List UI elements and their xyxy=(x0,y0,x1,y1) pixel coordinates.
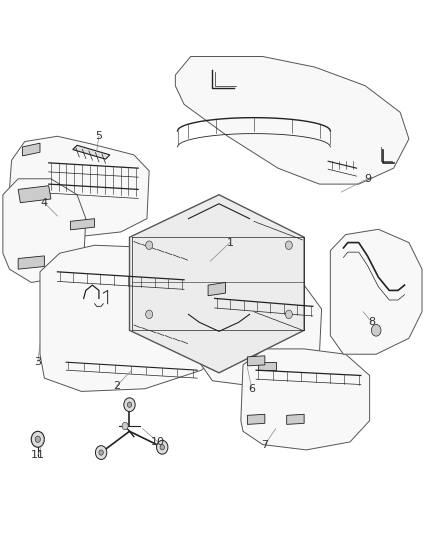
Text: 5: 5 xyxy=(95,131,102,141)
Circle shape xyxy=(122,422,128,430)
Polygon shape xyxy=(175,56,409,184)
Circle shape xyxy=(146,241,152,249)
Text: 9: 9 xyxy=(364,174,371,184)
Text: 1: 1 xyxy=(226,238,233,247)
Circle shape xyxy=(371,325,381,336)
Polygon shape xyxy=(247,356,265,366)
Text: 7: 7 xyxy=(261,440,268,450)
Polygon shape xyxy=(73,146,110,159)
Text: 10: 10 xyxy=(151,437,165,447)
Polygon shape xyxy=(247,414,265,424)
Polygon shape xyxy=(40,245,226,391)
Polygon shape xyxy=(130,195,304,373)
Circle shape xyxy=(124,398,135,411)
Circle shape xyxy=(99,450,103,455)
Circle shape xyxy=(35,436,40,442)
Circle shape xyxy=(146,310,152,319)
Text: 4: 4 xyxy=(41,198,48,208)
Circle shape xyxy=(286,310,292,319)
Polygon shape xyxy=(199,272,321,386)
Polygon shape xyxy=(18,185,51,203)
Text: 11: 11 xyxy=(31,450,45,460)
Circle shape xyxy=(156,440,168,454)
Circle shape xyxy=(31,431,44,447)
Polygon shape xyxy=(208,282,226,296)
Circle shape xyxy=(127,402,132,407)
Polygon shape xyxy=(71,219,95,230)
Text: 6: 6 xyxy=(248,384,255,394)
Circle shape xyxy=(160,445,164,450)
Polygon shape xyxy=(330,229,422,354)
Polygon shape xyxy=(22,143,40,156)
Circle shape xyxy=(286,241,292,249)
Polygon shape xyxy=(3,179,86,282)
Text: 3: 3 xyxy=(34,357,41,367)
Polygon shape xyxy=(18,256,44,269)
Circle shape xyxy=(95,446,107,459)
Text: 8: 8 xyxy=(368,317,375,327)
Text: 2: 2 xyxy=(113,381,120,391)
Polygon shape xyxy=(10,136,149,237)
Polygon shape xyxy=(287,414,304,424)
Polygon shape xyxy=(241,349,370,450)
Polygon shape xyxy=(258,362,276,370)
